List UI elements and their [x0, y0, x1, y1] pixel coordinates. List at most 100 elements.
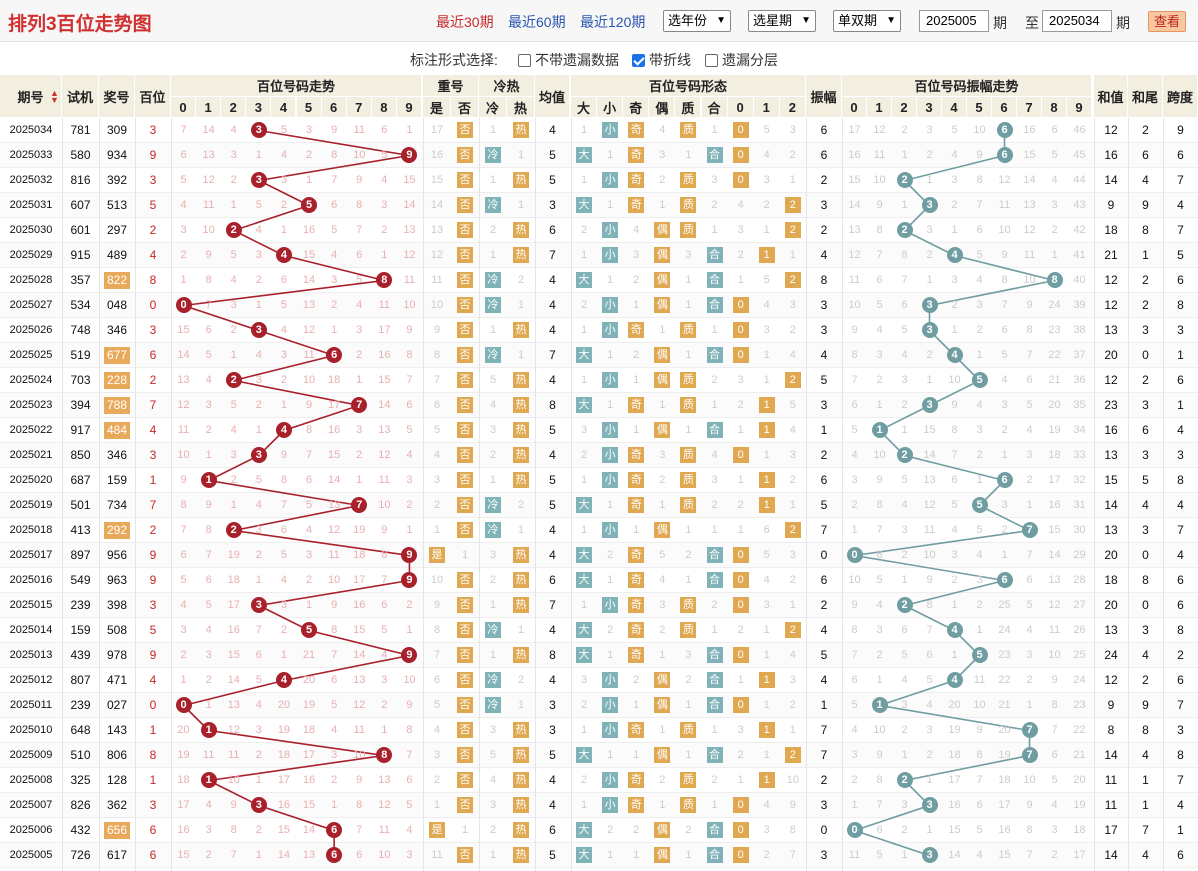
amplitude-value: 5 [820, 498, 828, 512]
checkbox[interactable] [705, 53, 718, 67]
mod3-flag-mark: 0 [732, 572, 749, 589]
hundreds-digit: 0 [149, 698, 157, 712]
trend-miss: 6 [180, 149, 187, 161]
avg-value: 5 [549, 423, 556, 437]
amp-ball: 4 [942, 668, 967, 693]
trend-miss: 13 [202, 149, 215, 161]
amp-miss: 5 [926, 674, 933, 686]
trend-miss: 13 [353, 674, 366, 686]
table-row [0, 168, 1198, 193]
amp-miss: 5 [976, 249, 983, 261]
sum-tail-value: 2 [1142, 273, 1149, 287]
amp-miss: 32 [1073, 474, 1086, 486]
form-flag: 质 [675, 793, 701, 818]
prize-number: 978 [106, 648, 128, 662]
issue-number: 2025024 [9, 374, 53, 386]
amp-miss: 5 [876, 299, 883, 311]
trend-miss: 12 [353, 699, 366, 711]
form-miss: 1 [789, 174, 796, 186]
mod3-flag-mark: 1 [758, 422, 775, 439]
header-amp-trend: 百位号码振幅走势 [842, 75, 1092, 97]
amp-miss: 8 [876, 774, 883, 786]
to-issue-input[interactable]: 2025034 [1042, 10, 1112, 32]
amp-miss: 2 [951, 199, 958, 211]
form-flag: 大 [571, 818, 597, 843]
recent-30-link[interactable]: 最近30期 [436, 14, 494, 30]
parity-select[interactable]: 单双期 ▼ [833, 10, 901, 32]
recent-60-link[interactable]: 最近60期 [508, 14, 566, 30]
amp-miss: 8 [851, 349, 858, 361]
form-flag: 偶 [649, 518, 675, 543]
option-layered[interactable]: 遗漏分层 [705, 50, 778, 70]
option-polyline[interactable]: 带折线 [632, 50, 691, 70]
trend-miss: 12 [403, 249, 416, 261]
sum-tail-value: 3 [1142, 448, 1149, 462]
mod3-flag-mark: 0 [732, 122, 749, 139]
amp-miss: 10 [873, 449, 886, 461]
trend-miss: 17 [302, 749, 316, 761]
amp-miss: 3 [851, 474, 858, 486]
from-issue-input[interactable]: 2025005 [919, 10, 989, 32]
hot-flag: 热 [507, 593, 535, 618]
span-value: 1 [1177, 348, 1184, 362]
trend-miss: 2 [356, 349, 363, 361]
trend-ball-mark: 3 [250, 322, 267, 339]
form-miss: 3 [737, 724, 744, 736]
form-miss: 5 [763, 124, 770, 136]
repeat-flag-mark: 否 [457, 322, 473, 339]
form-miss: 8 [789, 824, 796, 836]
form-flag-mark: 偶 [654, 222, 671, 239]
trend-miss: 4 [280, 324, 287, 336]
hundreds-digit: 2 [149, 223, 157, 237]
trend-miss: 12 [378, 799, 391, 811]
form-flag: 小 [597, 418, 623, 443]
sum-value: 9 [1107, 698, 1115, 712]
hot-flag: 热 [507, 418, 535, 443]
form-miss: 5 [763, 549, 770, 561]
hundreds-digit: 1 [149, 723, 157, 737]
amp-miss: 37 [1073, 349, 1086, 361]
sum-tail-value: 0 [1142, 598, 1149, 612]
amp-ball: 3 [917, 843, 942, 868]
amp-miss: 2 [926, 349, 933, 361]
trend-miss: 17 [277, 774, 291, 786]
trend-miss: 13 [378, 774, 391, 786]
mod3-flag-mark: 0 [732, 597, 749, 614]
checkbox[interactable] [518, 53, 531, 67]
form-miss: 2 [789, 699, 796, 711]
trend-miss: 5 [406, 424, 413, 436]
trend-miss: 9 [180, 474, 187, 486]
form-miss: 1 [685, 299, 692, 311]
hundreds-digit: 4 [149, 248, 157, 262]
hot-flag: 热 [507, 768, 535, 793]
sum-tail-value: 4 [1142, 748, 1149, 762]
form-miss: 2 [607, 549, 614, 561]
trend-miss: 4 [280, 149, 287, 161]
amp-miss: 42 [1073, 224, 1086, 236]
amp-miss: 10 [848, 299, 861, 311]
checkbox-checked[interactable] [632, 53, 645, 67]
form-miss: 1 [711, 399, 718, 411]
trend-ball-mark: 9 [401, 647, 418, 664]
amp-ball-mark: 2 [896, 772, 913, 789]
query-button[interactable]: 查看 [1148, 11, 1186, 32]
amplitude-value: 4 [820, 248, 828, 262]
repeat-miss: 1 [433, 799, 441, 811]
recent-120-link[interactable]: 最近120期 [580, 14, 646, 30]
amp-miss: 5 [951, 499, 958, 511]
trend-table: 期号 ▲▼ 试机 奖号 百位 百位号码走势 0 1 2 3 4 5 6 7 8 9 重号是否冷热冷热均值 百位号码… [0, 75, 1198, 871]
trend-miss: 5 [331, 699, 338, 711]
trend-ball: 1 [196, 718, 221, 743]
issue-number: 2025032 [9, 174, 53, 186]
year-select[interactable]: 选年份 ▼ [663, 10, 731, 32]
page-title: 排列3百位走势图 [8, 14, 152, 35]
trend-ball-mark: 1 [200, 472, 217, 489]
hotcold-miss: 3 [489, 549, 497, 561]
weekday-select[interactable]: 选星期 ▼ [748, 10, 816, 32]
trend-miss: 9 [406, 699, 413, 711]
sort-icon[interactable]: ▲▼ [50, 88, 59, 105]
option-no-omission[interactable]: 不带遗漏数据 [518, 50, 619, 70]
trend-ball-mark: 7 [351, 497, 368, 514]
span-value: 6 [1177, 848, 1184, 862]
repeat-flag: 否 [451, 268, 479, 293]
